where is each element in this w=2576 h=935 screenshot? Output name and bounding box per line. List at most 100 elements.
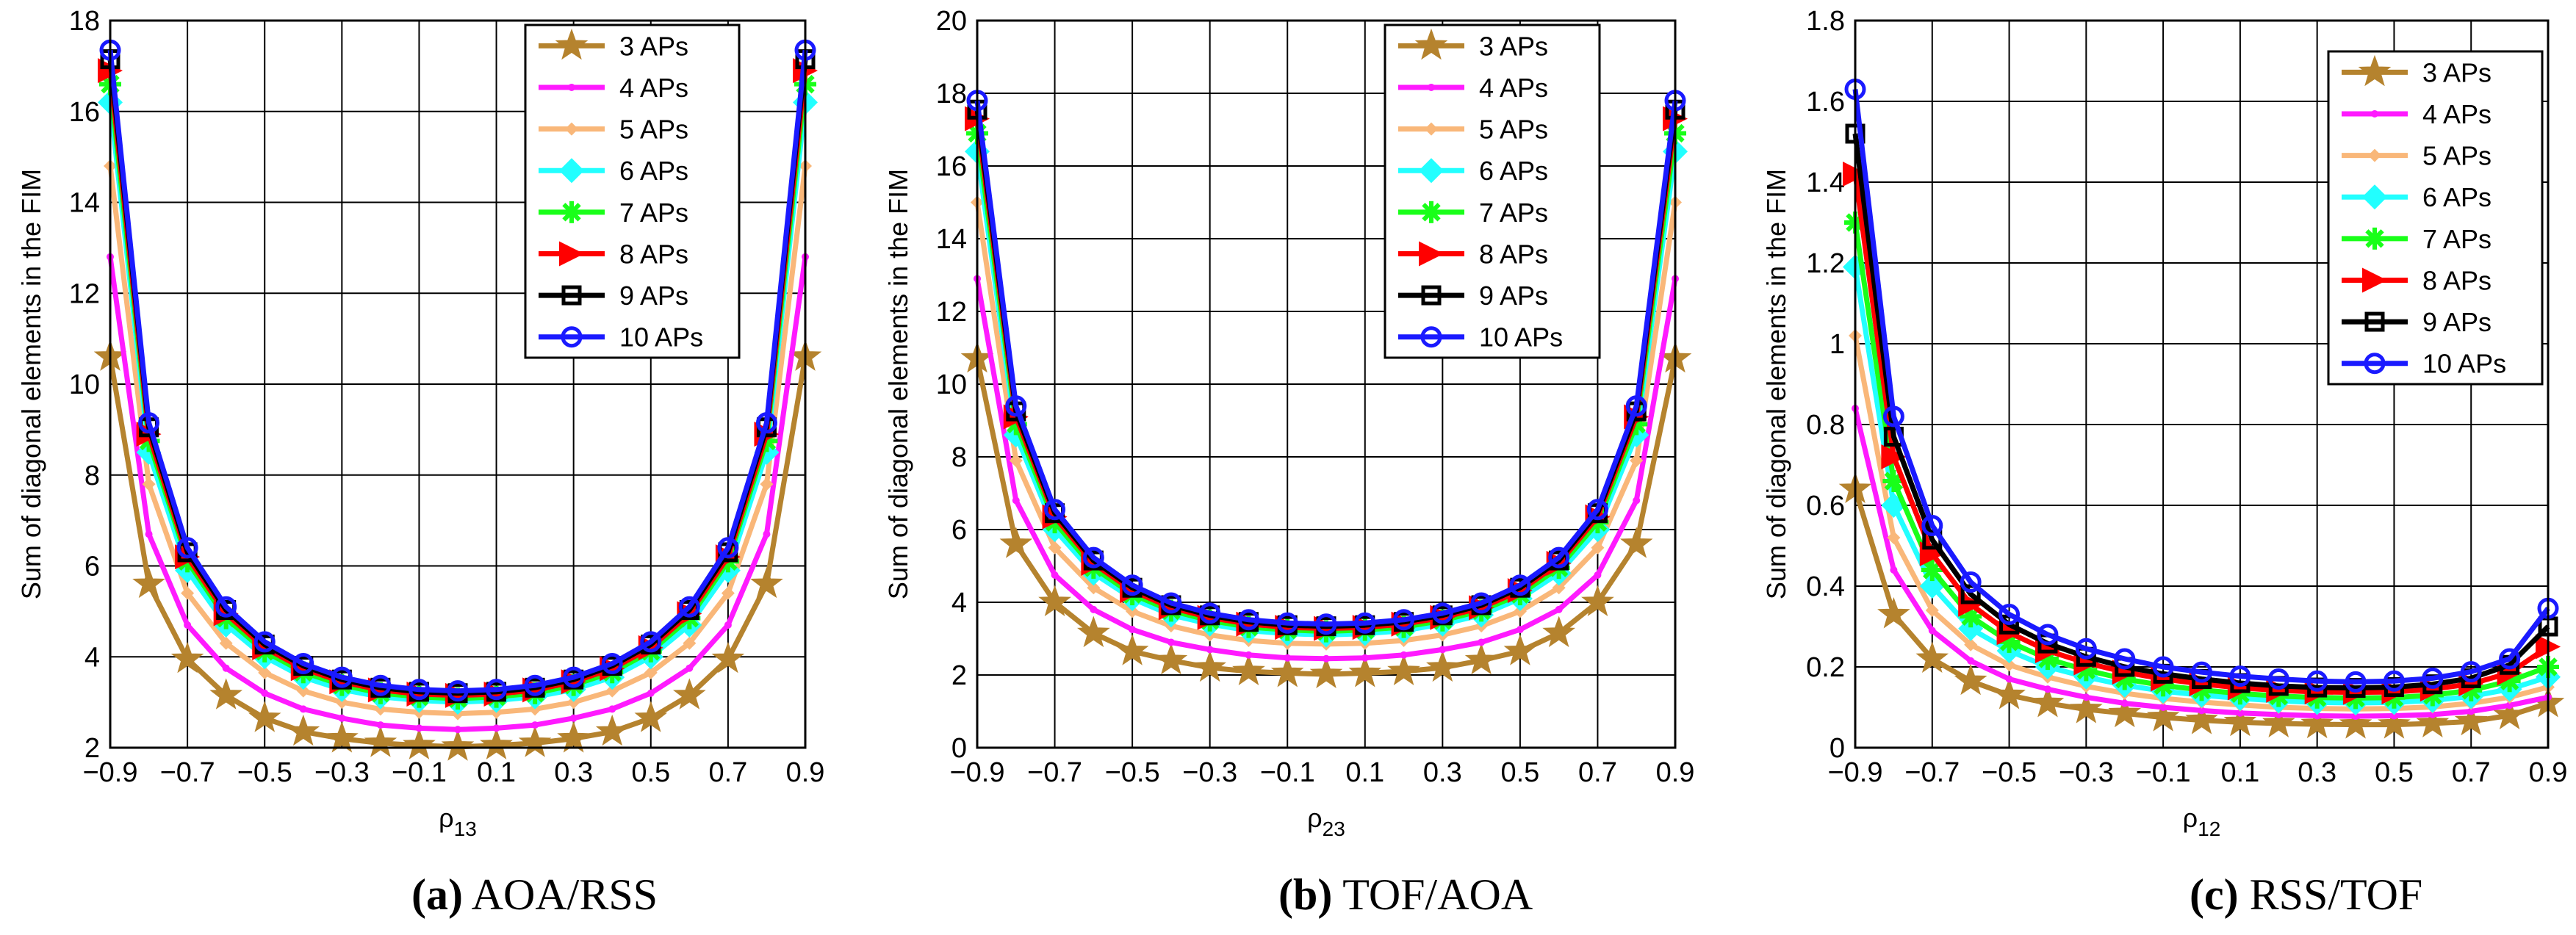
data-point — [1431, 602, 1453, 624]
data-point — [760, 477, 774, 491]
legend-label: 9 APs — [1479, 281, 1548, 311]
data-point — [1237, 609, 1259, 631]
legend-entry: 4 APs — [1398, 73, 1548, 103]
data-point — [2345, 671, 2367, 693]
data-point — [1315, 613, 1337, 635]
panel-caption: (a) AOA/RSS — [411, 870, 658, 919]
legend-label: 6 APs — [1479, 156, 1548, 186]
data-point — [261, 689, 269, 697]
data-point — [1960, 571, 1982, 593]
legend-entry: 10 APs — [2342, 349, 2506, 379]
y-tick-label: 16 — [69, 97, 100, 128]
data-point — [640, 631, 662, 653]
x-tick-label: 0.1 — [477, 757, 516, 788]
data-point — [338, 714, 346, 722]
legend-label: 7 APs — [619, 198, 688, 228]
data-point — [1005, 395, 1027, 417]
legend-entry: 10 APs — [539, 322, 703, 353]
data-point — [1555, 605, 1563, 613]
legend-marker — [561, 201, 583, 223]
legend-label: 7 APs — [1479, 198, 1548, 228]
x-tick-label: −0.5 — [1105, 757, 1160, 788]
legend-marker — [1414, 28, 1448, 60]
legend-label: 9 APs — [2422, 307, 2492, 337]
data-point — [518, 726, 552, 757]
x-tick-label: −0.5 — [237, 757, 292, 788]
data-point — [2198, 707, 2206, 715]
data-point — [1193, 650, 1227, 682]
data-point — [1348, 656, 1382, 687]
data-point — [299, 705, 307, 713]
data-point — [441, 729, 475, 761]
data-point — [2191, 661, 2212, 683]
legend-label: 5 APs — [2422, 141, 2492, 171]
legend-label: 8 APs — [1479, 239, 1548, 269]
legend-label: 3 APs — [619, 31, 688, 61]
legend-marker — [2364, 311, 2385, 332]
data-point — [2460, 661, 2482, 683]
data-point — [215, 596, 237, 618]
legend-entry: 5 APs — [1398, 115, 1548, 145]
data-point — [557, 721, 591, 753]
legend-entry: 9 APs — [539, 281, 688, 311]
x-tick-label: 0.7 — [1578, 757, 1617, 788]
data-point — [1206, 646, 1214, 654]
data-point — [1881, 444, 1907, 469]
legend-label: 5 APs — [1479, 115, 1548, 145]
x-tick-label: 0.7 — [2452, 757, 2491, 788]
data-point — [595, 714, 629, 746]
x-tick-label: 0.5 — [631, 757, 670, 788]
x-tick-label: −0.3 — [314, 757, 370, 788]
data-point — [2229, 665, 2251, 687]
x-tick-label: 0.5 — [1500, 757, 1539, 788]
data-point — [2185, 703, 2218, 734]
data-point — [1076, 615, 1110, 648]
legend-marker — [2364, 353, 2386, 375]
data-point — [454, 726, 461, 734]
legend-label: 6 APs — [2422, 182, 2492, 212]
data-point — [2114, 648, 2136, 670]
data-point — [1513, 604, 1527, 618]
y-tick-label: 10 — [936, 369, 967, 400]
data-point — [2108, 696, 2142, 728]
series-line — [1852, 133, 2550, 691]
data-point — [2120, 699, 2129, 707]
legend-entry: 4 APs — [539, 73, 688, 103]
y-tick-label: 2 — [951, 660, 967, 691]
data-point — [408, 679, 430, 701]
legend-marker — [2358, 54, 2392, 87]
data-point — [2352, 712, 2360, 721]
panel-a: −0.9 −0.7 −0.5 −0.3 −0.1 0.1 0.3 0.5 0.7 0.9 2 4 6 8 1… — [16, 6, 824, 919]
data-point — [2378, 707, 2411, 739]
y-tick-label: 6 — [951, 515, 967, 546]
plot-border — [976, 19, 1677, 749]
data-point — [287, 714, 320, 746]
x-axis-label: ρ23 — [1307, 803, 1345, 840]
data-point — [2339, 707, 2372, 739]
data-point — [1115, 634, 1149, 665]
x-tick-label: −0.9 — [949, 757, 1004, 788]
x-tick-label: −0.3 — [2059, 757, 2114, 788]
data-point — [1361, 654, 1369, 662]
legend-entry: 8 APs — [2342, 265, 2492, 295]
data-point — [1954, 663, 1987, 696]
data-point — [724, 621, 732, 629]
y-tick-label: 1.2 — [1806, 248, 1845, 279]
legend-entry: 9 APs — [2342, 307, 2492, 337]
data-point — [2428, 710, 2436, 718]
data-point — [2390, 712, 2398, 720]
data-point — [132, 566, 165, 599]
data-point — [686, 664, 694, 672]
data-point — [1993, 678, 2026, 710]
data-point — [1619, 527, 1653, 558]
legend-entry: 7 APs — [539, 198, 688, 228]
legend-marker — [565, 122, 578, 136]
data-point — [486, 679, 508, 701]
data-point — [1400, 651, 1408, 659]
y-tick-label: 18 — [69, 6, 100, 37]
data-point — [1882, 405, 1904, 427]
data-point — [2275, 710, 2283, 718]
data-point — [1167, 638, 1175, 646]
legend-entry: 6 APs — [1398, 156, 1548, 186]
data-point — [1276, 612, 1298, 634]
